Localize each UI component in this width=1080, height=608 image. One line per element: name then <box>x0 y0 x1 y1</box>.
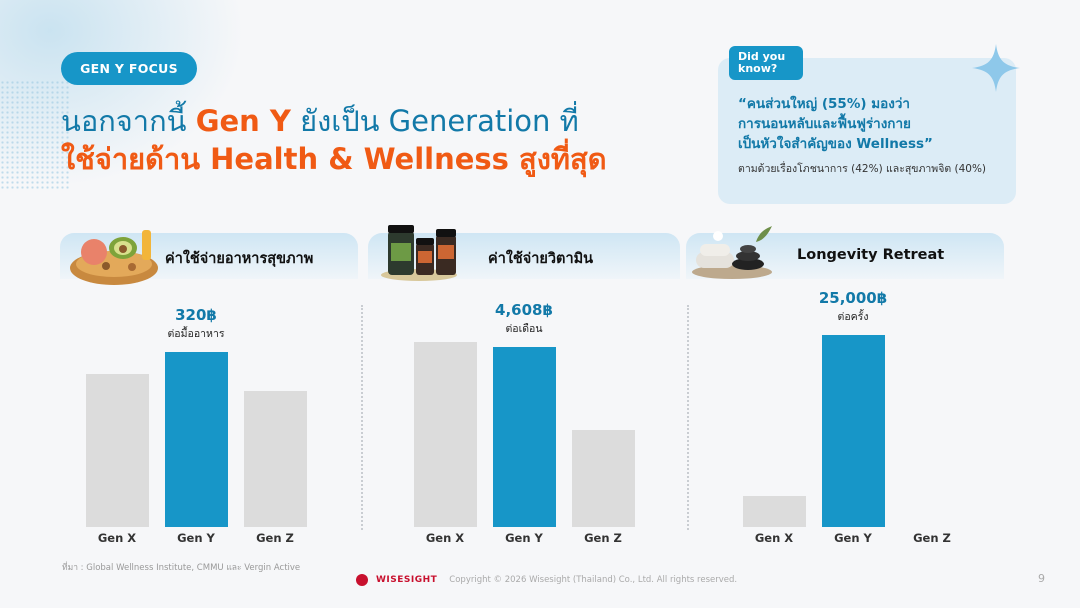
did-you-know-tag-line-1: Did you <box>738 50 786 63</box>
divider-1 <box>361 305 363 530</box>
gen-y-focus-tag: GEN Y FOCUS <box>61 52 197 85</box>
footer: WISESIGHT Copyright © 2026 Wisesight (Th… <box>356 574 737 586</box>
headline-line-2: ใช้จ่ายด้าน Health & Wellness สูงที่สุด <box>61 142 607 176</box>
quote-line-1: “คนส่วนใหญ่ (55%) มองว่า <box>738 96 910 112</box>
x-label-retreat-gen-y: Gen Y <box>834 531 872 545</box>
x-label-vitamin-gen-x: Gen X <box>425 531 465 545</box>
did-you-know-subtext: ตามด้วยเรื่องโภชนาการ (42%) และสุขภาพจิต… <box>738 163 987 175</box>
wisesight-logo-icon <box>356 574 368 586</box>
sparkle-icon <box>972 44 1020 92</box>
value-label-food: 320฿ <box>175 305 217 324</box>
bar-vitamin-gen-y <box>492 347 556 527</box>
quote-line-2: การนอนหลับและฟื้นฟูร่างกาย <box>738 116 911 132</box>
bar-retreat-gen-y <box>821 335 885 527</box>
value-label-retreat: 25,000฿ <box>818 289 888 308</box>
bar-retreat-gen-x <box>742 496 806 527</box>
headline-line-1-end: ยังเป็น Generation ที่ <box>290 104 579 138</box>
did-you-know-tag: Did you know? <box>729 46 803 80</box>
headline: นอกจากนี้ Gen Y ยังเป็น Generation ที่ ใ… <box>61 102 701 178</box>
chart-title-food: ค่าใช้จ่ายอาหารสุขภาพ <box>165 251 314 267</box>
did-you-know-tag-line-2: know? <box>738 62 778 75</box>
bar-food-gen-z <box>243 391 307 527</box>
spa-stones-icon <box>692 226 772 279</box>
page-number: 9 <box>1038 572 1045 585</box>
quote-line-3: เป็นหัวใจสำคัญของ Wellness” <box>738 136 933 152</box>
bar-vitamin-gen-x <box>413 341 477 527</box>
value-label-vitamin: 4,608฿ <box>495 301 553 320</box>
vitamin-bottles-icon <box>381 225 457 281</box>
x-label-vitamin-gen-z: Gen Z <box>584 531 622 545</box>
x-label-food-gen-y: Gen Y <box>177 531 215 545</box>
unit-label-retreat: ต่อครั้ง <box>837 311 869 324</box>
wisesight-logo-text: WISESIGHT <box>376 575 438 585</box>
healthy-food-icon <box>70 230 158 285</box>
x-label-food-gen-x: Gen X <box>97 531 137 545</box>
bar-food-gen-x <box>85 373 149 527</box>
unit-label-vitamin: ต่อเดือน <box>505 323 543 336</box>
x-label-retreat-gen-x: Gen X <box>754 531 794 545</box>
headline-line-1-highlight: Gen Y <box>195 104 291 138</box>
x-label-retreat-gen-z: Gen Z <box>913 531 951 545</box>
did-you-know-card <box>718 58 1016 204</box>
headline-line-1: นอกจากนี้ Gen Y ยังเป็น Generation ที่ <box>61 102 701 140</box>
bar-vitamin-gen-z <box>571 430 635 527</box>
chart-title-vitamin: ค่าใช้จ่ายวิตามิน <box>488 251 594 267</box>
source-note: ที่มา : Global Wellness Institute, CMMU … <box>62 563 301 573</box>
chart-title-retreat: Longevity Retreat <box>797 247 945 263</box>
bar-food-gen-y <box>164 351 228 527</box>
x-label-food-gen-z: Gen Z <box>256 531 294 545</box>
headline-line-1-start: นอกจากนี้ <box>61 104 196 138</box>
divider-2 <box>687 305 689 530</box>
copyright: Copyright © 2026 Wisesight (Thailand) Co… <box>449 575 738 585</box>
unit-label-food: ต่อมื้ออาหาร <box>167 327 225 340</box>
x-label-vitamin-gen-y: Gen Y <box>505 531 543 545</box>
did-you-know-quote: “คนส่วนใหญ่ (55%) มองว่า การนอนหลับและฟื… <box>738 94 1008 154</box>
background-dots <box>0 80 70 190</box>
